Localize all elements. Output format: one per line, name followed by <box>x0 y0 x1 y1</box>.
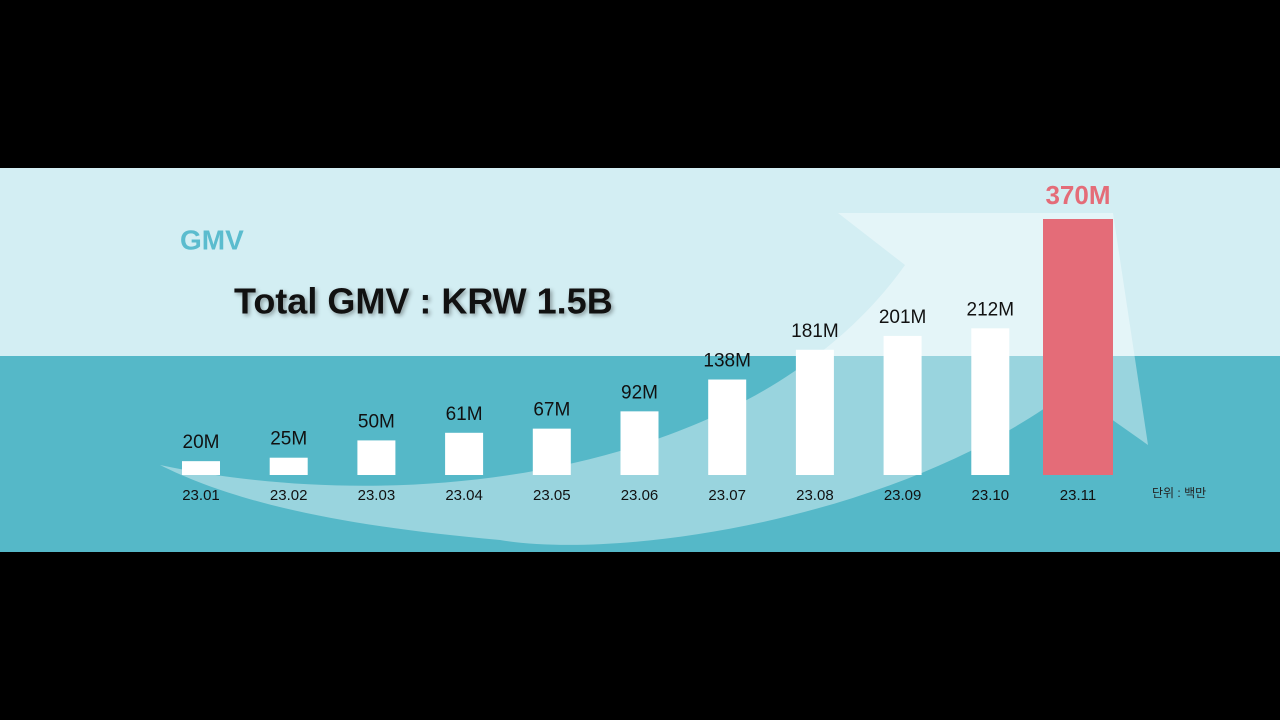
x-tick-label: 23.11 <box>1060 487 1096 504</box>
value-label: 20M <box>183 432 220 453</box>
x-tick-label: 23.10 <box>972 487 1010 504</box>
section-label: GMV <box>180 224 244 255</box>
x-tick-label: 23.05 <box>533 487 571 504</box>
bar <box>445 432 484 475</box>
value-label: 370M <box>1045 180 1110 210</box>
value-label: 61M <box>446 404 483 425</box>
value-label: 25M <box>270 429 307 450</box>
bar <box>532 428 571 475</box>
bar <box>708 379 747 475</box>
x-tick-label: 23.03 <box>358 487 396 504</box>
bars: 20M 23.01 25M 23.02 50M 23.03 61M 23.04 67M 23.05… <box>182 180 1113 504</box>
bar <box>620 411 659 475</box>
x-tick-label: 23.06 <box>621 487 659 504</box>
unit-note: 단위 : 백만 <box>1152 486 1206 500</box>
value-label: 138M <box>703 351 751 372</box>
x-tick-label: 23.09 <box>884 487 922 504</box>
bar <box>971 328 1010 475</box>
value-label: 50M <box>358 411 395 432</box>
bar <box>795 349 834 475</box>
value-label: 67M <box>533 400 570 421</box>
value-label: 201M <box>879 307 927 328</box>
bar <box>182 461 220 475</box>
bar <box>883 335 922 475</box>
value-label: 181M <box>791 321 839 342</box>
chart-title: Total GMV : KRW 1.5B <box>234 281 613 322</box>
bar <box>1043 219 1113 475</box>
bar <box>269 457 308 475</box>
value-label: 212M <box>967 299 1015 320</box>
x-tick-label: 23.02 <box>270 487 308 504</box>
x-tick-label: 23.08 <box>796 487 834 504</box>
x-tick-label: 23.07 <box>708 487 746 504</box>
x-tick-label: 23.01 <box>182 487 220 504</box>
x-tick-label: 23.04 <box>445 487 483 504</box>
value-label: 92M <box>621 382 658 403</box>
bar <box>357 440 396 475</box>
